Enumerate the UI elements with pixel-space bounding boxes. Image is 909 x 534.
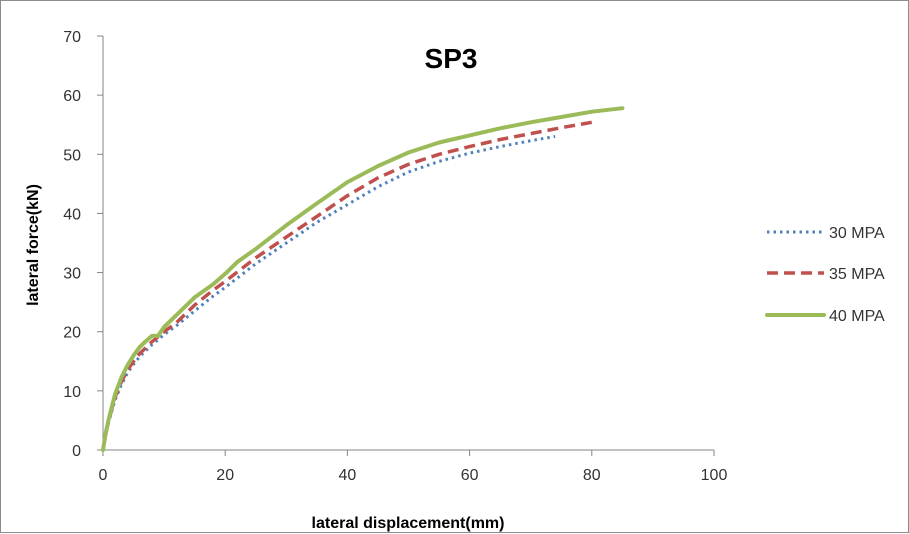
x-axis-title: lateral displacement(mm)	[312, 515, 505, 532]
legend-label: 40 MPA	[829, 308, 885, 325]
series-line-40-mpa	[101, 106, 625, 452]
axes: 0 10 20 30 40 50 60 70 0 20 40 60 80 100	[63, 29, 727, 484]
y-tick-label: 10	[63, 384, 81, 401]
y-tick-label: 40	[63, 206, 81, 223]
x-tick-label: 40	[339, 467, 357, 484]
legend: 30 MPA 35 MPA 40 MPA	[765, 225, 885, 325]
y-tick-label: 60	[63, 88, 81, 105]
chart-title: SP3	[425, 43, 478, 74]
x-tick-label: 20	[216, 467, 234, 484]
x-tick-label: 100	[701, 467, 728, 484]
x-tick-label: 0	[99, 467, 108, 484]
series-line-35-mpa	[101, 120, 593, 451]
legend-label: 35 MPA	[829, 266, 885, 283]
x-tick-label: 80	[583, 467, 601, 484]
y-tick-label: 20	[63, 325, 81, 342]
y-tick-label: 0	[72, 443, 81, 460]
y-axis-title: lateral force(kN)	[25, 184, 42, 306]
y-tick-label: 50	[63, 147, 81, 164]
y-tick-label: 70	[63, 29, 81, 46]
x-tick-label: 60	[461, 467, 479, 484]
plot-area	[101, 106, 625, 452]
legend-label: 30 MPA	[829, 225, 885, 242]
y-tick-label: 30	[63, 266, 81, 283]
series-line-30-mpa	[101, 135, 556, 451]
